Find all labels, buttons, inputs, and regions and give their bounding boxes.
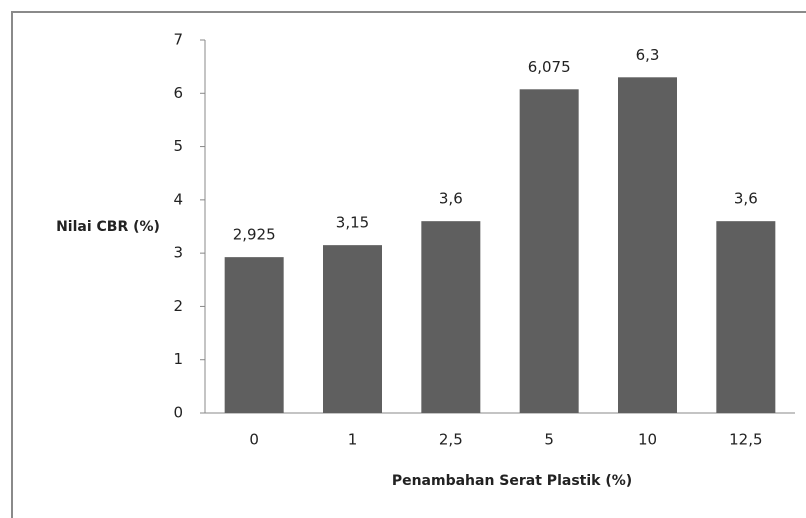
value-label: 3,15	[336, 214, 369, 232]
x-tick-label: 10	[638, 431, 657, 449]
bar	[519, 89, 579, 414]
y-tick-label: 6	[173, 84, 183, 102]
x-tick-label: 12,5	[729, 431, 762, 449]
bar	[716, 221, 776, 413]
y-tick-label: 1	[173, 350, 183, 368]
value-label: 3,6	[439, 190, 463, 208]
y-tick-label: 4	[173, 190, 183, 208]
chart-frame	[11, 11, 806, 518]
bar	[323, 245, 382, 413]
y-tick-label: 3	[173, 244, 183, 262]
bar	[618, 77, 677, 414]
value-label: 2,925	[233, 226, 276, 244]
y-tick-label: 2	[173, 297, 183, 315]
x-tick-label: 2,5	[439, 431, 463, 449]
x-axis-title: Penambahan Serat Plastik (%)	[392, 473, 632, 489]
x-tick-label: 1	[348, 431, 358, 449]
value-label: 6,3	[636, 46, 660, 64]
y-tick-label: 0	[173, 404, 183, 422]
x-tick-label: 0	[249, 431, 259, 449]
value-label: 3,6	[734, 190, 758, 208]
y-tick-label: 7	[173, 31, 183, 49]
value-label: 6,075	[528, 58, 571, 76]
x-tick-label: 5	[544, 431, 554, 449]
bar	[421, 221, 481, 413]
bar	[224, 257, 284, 413]
y-axis-title: Nilai CBR (%)	[56, 219, 160, 235]
y-tick-label: 5	[173, 137, 183, 155]
